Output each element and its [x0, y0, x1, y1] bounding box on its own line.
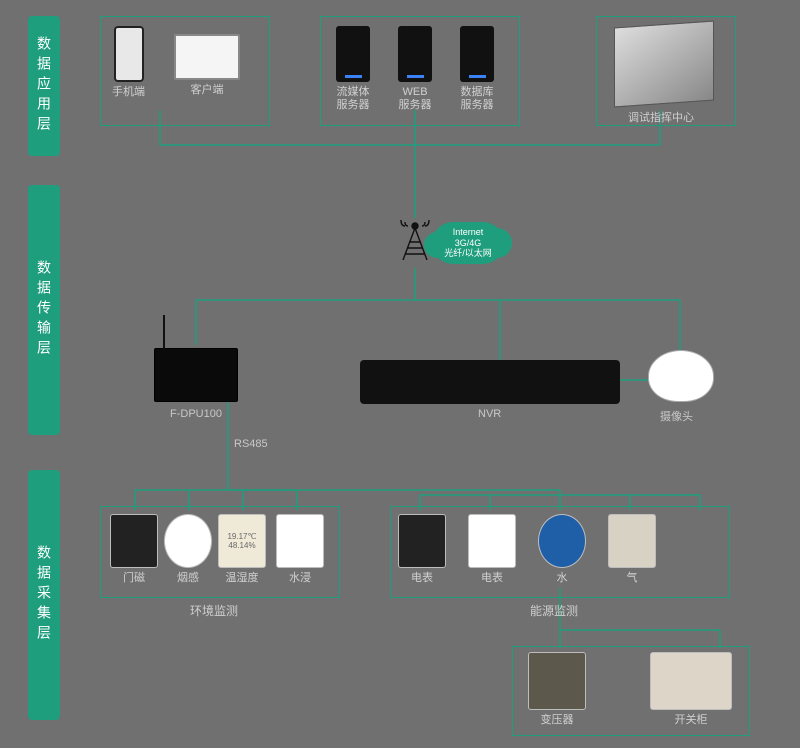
- nvr-device-icon: [360, 360, 620, 404]
- meter-icon: [468, 514, 516, 568]
- transformer-icon: [528, 652, 586, 710]
- node-client: 客户端: [174, 34, 240, 97]
- node-meter1: 电表: [398, 514, 446, 585]
- nvr-label: NVR: [478, 408, 501, 420]
- energy-title: 能源监测: [530, 602, 578, 619]
- node-smoke: 烟感: [164, 514, 212, 585]
- door-sensor-icon: [110, 514, 158, 568]
- switch-cabinet-icon: [650, 652, 732, 710]
- node-temp: 19.17℃48.14% 温湿度: [218, 514, 266, 585]
- control-room-icon: [614, 21, 714, 108]
- water-meter-icon: [538, 514, 586, 568]
- node-web: WEB 服务器: [398, 26, 432, 112]
- layer-collect-label: 数据采集层: [34, 545, 54, 645]
- node-gas: 气: [608, 514, 656, 585]
- layer-bar-collect: 数据采集层: [28, 470, 60, 720]
- dpu-label: F-DPU100: [170, 408, 222, 420]
- camera-icon: [648, 350, 714, 402]
- water-sensor-icon: [276, 514, 324, 568]
- node-stream: 流媒体 服务器: [336, 26, 370, 112]
- server-icon: [460, 26, 494, 82]
- client-label: 客户端: [174, 84, 240, 97]
- phone-icon: [114, 26, 144, 82]
- phone-label: 手机端: [112, 86, 145, 99]
- layer-bar-app: 数据应用层: [28, 16, 60, 156]
- server-icon: [336, 26, 370, 82]
- center-label: 调试指挥中心: [628, 112, 694, 125]
- water-label: 水浸: [276, 572, 324, 585]
- cloud-label: Internet 3G/4G 光纤/以太网: [432, 222, 504, 264]
- smoke-label: 烟感: [164, 572, 212, 585]
- node-door: 门磁: [110, 514, 158, 585]
- layer-bar-trans: 数据传输层: [28, 185, 60, 435]
- laptop-icon: [174, 34, 240, 80]
- cam-label: 摄像头: [660, 408, 693, 424]
- node-watermeter: 水: [538, 514, 586, 585]
- switch-label: 开关柜: [650, 714, 732, 727]
- meter1-label: 电表: [398, 572, 446, 585]
- cloud-text: Internet 3G/4G 光纤/以太网: [444, 227, 492, 258]
- temp-sensor-icon: 19.17℃48.14%: [218, 514, 266, 568]
- dpu-device-icon: [154, 348, 238, 402]
- temp-label: 温湿度: [218, 572, 266, 585]
- meter2-label: 电表: [468, 572, 516, 585]
- db-label: 数据库 服务器: [460, 86, 494, 112]
- node-phone: 手机端: [112, 26, 145, 99]
- node-switch: 开关柜: [650, 652, 732, 727]
- node-water: 水浸: [276, 514, 324, 585]
- node-transformer: 变压器: [528, 652, 586, 727]
- gas-meter-icon: [608, 514, 656, 568]
- env-title: 环境监测: [190, 602, 238, 619]
- layer-app-label: 数据应用层: [34, 36, 54, 136]
- meter-icon: [398, 514, 446, 568]
- rs485-label: RS485: [234, 438, 268, 450]
- server-icon: [398, 26, 432, 82]
- watermeter-label: 水: [538, 572, 586, 585]
- layer-trans-label: 数据传输层: [34, 260, 54, 360]
- stream-label: 流媒体 服务器: [336, 86, 370, 112]
- gas-label: 气: [608, 572, 656, 585]
- node-db: 数据库 服务器: [460, 26, 494, 112]
- web-label: WEB 服务器: [398, 86, 432, 112]
- door-label: 门磁: [110, 572, 158, 585]
- smoke-sensor-icon: [164, 514, 212, 568]
- transformer-label: 变压器: [528, 714, 586, 727]
- node-meter2: 电表: [468, 514, 516, 585]
